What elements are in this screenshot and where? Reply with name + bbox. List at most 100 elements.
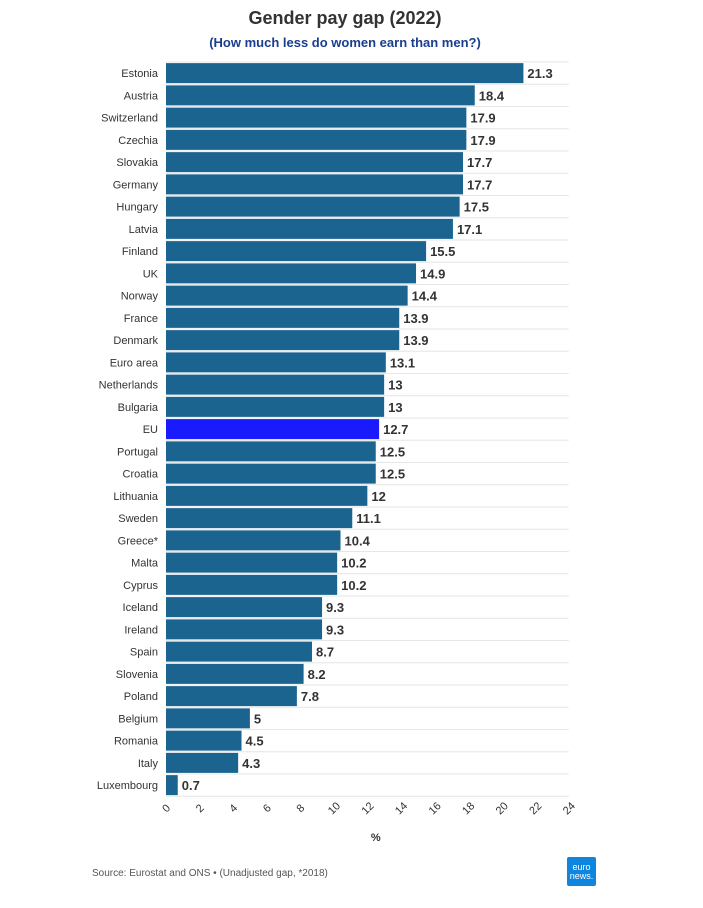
category-label: UK: [143, 268, 159, 280]
value-label: 7.8: [301, 689, 319, 704]
bar: [166, 152, 464, 173]
x-tick-label: 6: [261, 802, 274, 815]
value-label: 0.7: [182, 778, 200, 793]
category-label: Slovenia: [116, 669, 159, 681]
bar: [166, 419, 380, 440]
value-label: 4.3: [242, 756, 260, 771]
value-label: 13: [388, 400, 402, 415]
x-tick-label: 12: [359, 800, 376, 817]
category-label: Malta: [131, 558, 159, 570]
bar-chart: 0 2 4 6 8 10 12 14 16 18 20 22 24%Estonia 21.3Austria…: [97, 61, 578, 844]
bar: [166, 597, 323, 618]
bar: [166, 374, 385, 395]
bar: [166, 530, 341, 551]
category-label: Switzerland: [101, 113, 158, 125]
value-label: 11.1: [356, 511, 381, 526]
bar: [166, 107, 467, 128]
logo-text-euro: euro: [572, 861, 591, 872]
bar: [166, 574, 338, 595]
category-label: Romania: [114, 736, 159, 748]
bar: [166, 775, 178, 796]
category-label: Iceland: [123, 602, 158, 614]
category-label: Poland: [124, 691, 158, 703]
bar: [166, 85, 475, 106]
value-label: 4.5: [246, 734, 264, 749]
bar: [166, 663, 304, 684]
logo-text-news: news.: [569, 870, 594, 881]
value-label: 21.3: [527, 66, 552, 81]
category-label: Greece*: [118, 535, 159, 547]
bar: [166, 241, 427, 262]
category-label: Finland: [122, 246, 158, 258]
category-label: Austria: [124, 90, 159, 102]
category-label: Denmark: [113, 335, 158, 347]
bar: [166, 441, 376, 462]
bar: [166, 730, 242, 751]
bar: [166, 218, 453, 239]
bar: [166, 352, 386, 373]
value-label: 12: [371, 489, 385, 504]
category-label: Bulgaria: [118, 402, 159, 414]
value-label: 14.4: [412, 289, 438, 304]
x-tick-label: 8: [295, 802, 308, 815]
bar: [166, 129, 467, 150]
category-label: EU: [143, 424, 158, 436]
x-tick-label: 14: [393, 800, 410, 817]
bar: [166, 63, 524, 84]
bar: [166, 285, 408, 306]
category-label: Croatia: [123, 469, 159, 481]
value-label: 12.5: [380, 444, 405, 459]
value-label: 12.7: [383, 422, 408, 437]
category-label: Slovakia: [116, 157, 158, 169]
value-label: 17.1: [457, 222, 482, 237]
x-tick-label: 22: [527, 800, 544, 817]
x-tick-label: 10: [326, 800, 343, 817]
category-label: Luxembourg: [97, 780, 158, 792]
value-label: 5: [254, 711, 261, 726]
category-label: Estonia: [121, 68, 159, 80]
bar: [166, 686, 297, 707]
x-axis-title: %: [371, 832, 381, 844]
bar: [166, 619, 323, 640]
bar: [166, 330, 400, 351]
category-label: Ireland: [124, 624, 158, 636]
value-label: 17.7: [467, 155, 492, 170]
value-label: 18.4: [479, 88, 505, 103]
bar: [166, 508, 353, 529]
x-tick-label: 4: [227, 802, 240, 815]
value-label: 8.2: [308, 667, 326, 682]
chart-title: Gender pay gap (2022): [248, 8, 442, 28]
value-label: 15.5: [430, 244, 455, 259]
value-label: 14.9: [420, 266, 445, 281]
x-tick-label: 2: [194, 802, 207, 815]
x-tick-label: 20: [494, 800, 511, 817]
value-label: 12.5: [380, 467, 405, 482]
category-label: Czechia: [118, 135, 159, 147]
x-tick-label: 0: [160, 802, 173, 815]
value-label: 17.5: [464, 200, 489, 215]
value-label: 9.3: [326, 622, 344, 637]
bar: [166, 485, 368, 506]
bar: [166, 174, 464, 195]
category-label: Netherlands: [99, 380, 159, 392]
category-label: Portugal: [117, 446, 158, 458]
bar: [166, 552, 338, 573]
value-label: 17.9: [470, 133, 495, 148]
bar: [166, 307, 400, 328]
value-label: 10.4: [345, 533, 371, 548]
value-label: 17.9: [470, 111, 495, 126]
category-label: Lithuania: [113, 491, 159, 503]
category-label: Belgium: [118, 713, 158, 725]
bar: [166, 396, 385, 417]
bar: [166, 463, 376, 484]
value-label: 17.7: [467, 177, 492, 192]
euronews-logo: euro news.: [567, 857, 596, 886]
category-label: Latvia: [129, 224, 159, 236]
value-label: 13.9: [403, 311, 428, 326]
value-label: 13.1: [390, 355, 415, 370]
value-label: 13.9: [403, 333, 428, 348]
value-label: 8.7: [316, 645, 334, 660]
bar: [166, 708, 250, 729]
x-tick-label: 18: [460, 800, 477, 817]
x-tick-label: 16: [427, 800, 444, 817]
